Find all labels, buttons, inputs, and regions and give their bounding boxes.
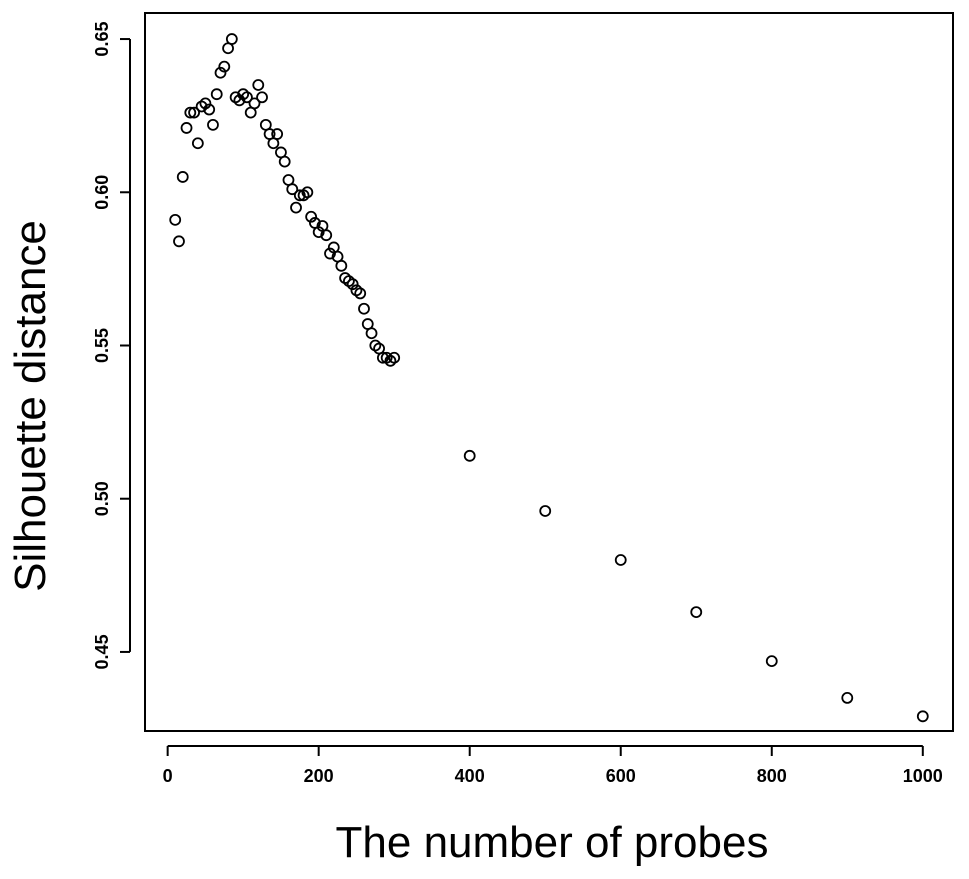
data-point [252, 79, 265, 91]
x-tick-label: 600 [606, 766, 636, 786]
data-point [297, 189, 310, 202]
x-tick-label: 1000 [903, 766, 943, 786]
y-tick-label: 0.45 [92, 634, 112, 669]
data-point [184, 106, 197, 119]
data-point [290, 201, 302, 214]
data-point [218, 60, 231, 73]
x-axis: 0 200 400 600 800 1000 [163, 745, 943, 786]
plot-frame [144, 12, 954, 732]
data-point [191, 137, 204, 150]
data-point [312, 226, 325, 239]
data-point [180, 122, 193, 134]
data-point [324, 247, 336, 260]
data-point [916, 710, 929, 723]
data-point [203, 103, 216, 116]
data-point [339, 272, 352, 284]
data-point [350, 284, 363, 297]
x-axis-title: The number of probes [336, 818, 769, 867]
data-point [463, 449, 476, 462]
data-point [376, 351, 389, 364]
data-point [335, 259, 348, 272]
data-point [765, 655, 778, 668]
data-point [169, 213, 182, 226]
data-point [248, 97, 261, 110]
data-point [358, 302, 370, 315]
data-point [271, 128, 284, 140]
x-tick-label: 400 [455, 766, 485, 786]
data-point [225, 33, 238, 45]
data-point [188, 106, 200, 119]
data-point [195, 100, 208, 113]
y-tick-label: 0.50 [92, 481, 112, 516]
data-point [293, 189, 306, 202]
data-point [384, 354, 397, 367]
data-point [841, 692, 854, 704]
y-axis-title: Silhouette distance [6, 220, 55, 592]
data-point [301, 186, 314, 199]
data-point [233, 94, 246, 107]
x-tick-label: 800 [757, 766, 787, 786]
data-point [614, 554, 627, 566]
data-point [539, 505, 552, 517]
data-point [176, 171, 189, 183]
data-point [342, 275, 355, 288]
data-point [354, 287, 367, 300]
x-tick-label: 200 [304, 766, 334, 786]
data-point [207, 118, 219, 131]
data-point [388, 351, 401, 364]
data-points [169, 33, 929, 723]
data-point [241, 91, 253, 104]
data-point [173, 235, 185, 248]
data-point [365, 327, 378, 340]
y-axis: 0.45 0.50 0.55 0.60 0.65 [92, 22, 131, 669]
y-tick-label: 0.65 [92, 22, 112, 57]
data-point [305, 210, 318, 223]
data-point [278, 155, 291, 168]
data-point [690, 606, 703, 618]
data-point [214, 66, 227, 79]
data-point [369, 339, 382, 352]
data-point [320, 229, 333, 242]
x-tick-label: 0 [163, 766, 173, 786]
data-point [346, 278, 359, 291]
data-point [229, 91, 242, 104]
y-tick-label: 0.55 [92, 328, 112, 363]
data-point [199, 97, 212, 110]
data-point [380, 351, 393, 364]
data-point [256, 91, 268, 104]
data-point [237, 88, 250, 101]
data-point [286, 183, 299, 196]
y-tick-label: 0.60 [92, 175, 112, 210]
data-point [210, 88, 223, 101]
